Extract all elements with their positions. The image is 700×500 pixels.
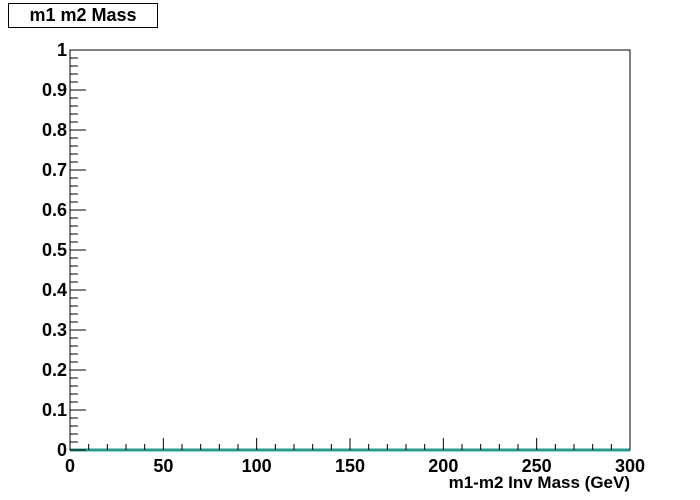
y-tick-label: 0.8	[42, 120, 67, 140]
y-tick-label: 0.3	[42, 320, 67, 340]
x-axis: 0 50 100 150 200 250 300	[65, 438, 645, 476]
x-tick-label: 250	[522, 456, 552, 476]
chart-title: m1 m2 Mass	[8, 3, 158, 28]
y-tick-label: 0.6	[42, 200, 67, 220]
x-tick-label: 0	[65, 456, 75, 476]
x-axis-title: m1-m2 Inv Mass (GeV)	[449, 473, 630, 492]
y-tick-label: 0.9	[42, 80, 67, 100]
x-tick-label: 300	[615, 456, 645, 476]
y-tick-label: 0.5	[42, 240, 67, 260]
y-axis: 0 0.1 0.2 0.3 0.4 0.5 0.6 0.7 0.8 0.9 1	[42, 40, 86, 460]
plot-frame	[69, 49, 631, 451]
y-tick-label: 0.1	[42, 400, 67, 420]
x-tick-label: 100	[242, 456, 272, 476]
y-tick-label: 0.2	[42, 360, 67, 380]
x-tick-label: 50	[153, 456, 173, 476]
y-tick-label: 0.7	[42, 160, 67, 180]
y-tick-label: 1	[57, 40, 67, 60]
x-tick-label: 150	[335, 456, 365, 476]
y-tick-label: 0	[57, 440, 67, 460]
y-tick-label: 0.4	[42, 280, 67, 300]
x-tick-label: 200	[428, 456, 458, 476]
